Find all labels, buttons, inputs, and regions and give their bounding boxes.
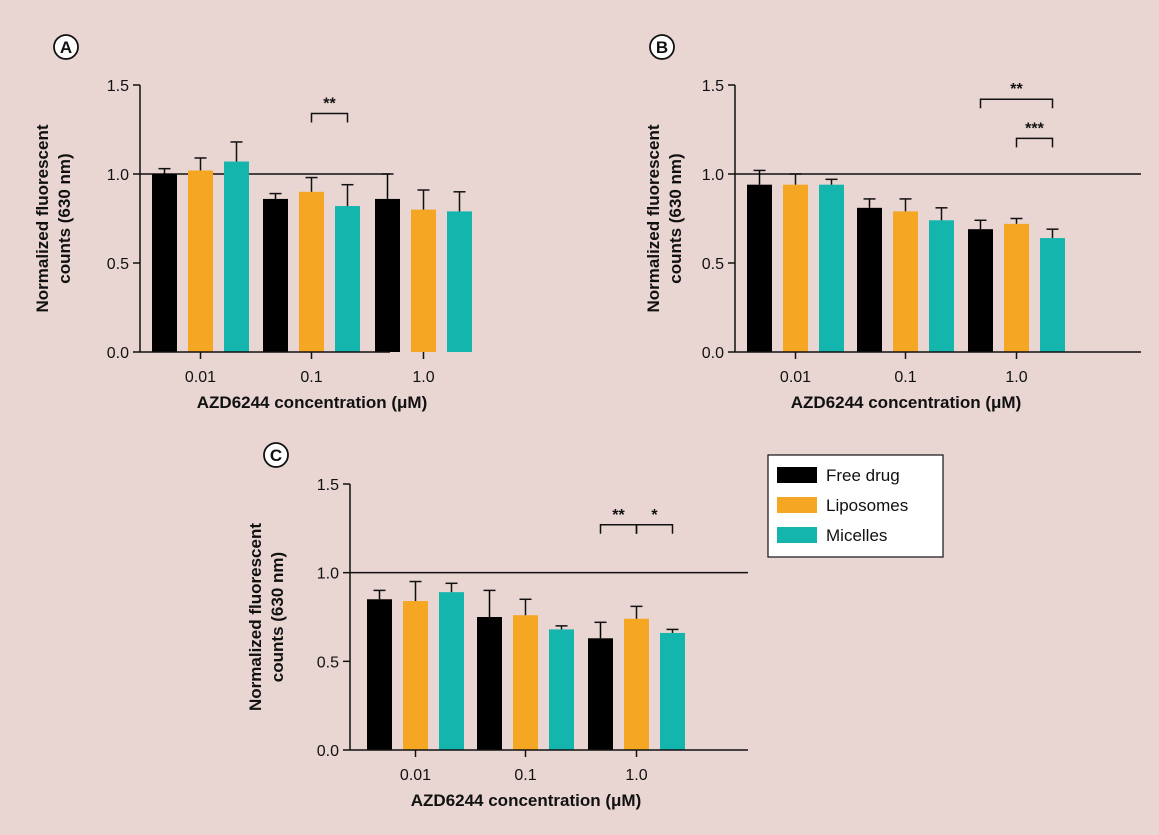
panel-badge-circle — [53, 34, 79, 60]
bar-micelles-0 — [439, 592, 464, 750]
y-tick-label: 1.5 — [317, 477, 339, 494]
bar-free-drug-0 — [367, 599, 392, 750]
x-axis-label: AZD6244 concentration (μM) — [197, 393, 428, 412]
panel-a: A 0.0 0.5 1.0 1.5 0.01 0.1 1.0 AZD6244 concentra… — [33, 34, 472, 412]
bar-micelles-0 — [819, 184, 844, 352]
y-axis-label: counts (630 nm) — [268, 552, 287, 682]
significance-bracket — [979, 98, 1054, 109]
x-tick-label: 0.1 — [894, 369, 916, 386]
bar-liposomes-0 — [403, 601, 428, 750]
y-tick-label: 1.0 — [317, 566, 339, 583]
bar-liposomes-2 — [1004, 223, 1029, 352]
legend-label: Liposomes — [826, 496, 908, 515]
y-axis-label: Normalized fluorescent — [246, 523, 265, 711]
y-tick-label: 1.5 — [702, 78, 724, 95]
y-tick-label: 0.0 — [317, 743, 339, 760]
panel-badge-circle — [649, 34, 675, 60]
legend-label: Free drug — [826, 466, 900, 485]
y-axis-label: counts (630 nm) — [55, 153, 74, 283]
bar-liposomes-0 — [188, 170, 213, 352]
bar-liposomes-1 — [513, 615, 538, 750]
x-tick-label: 0.01 — [400, 767, 431, 784]
x-tick-label: 0.1 — [514, 767, 536, 784]
significance-bracket — [635, 524, 674, 534]
significance-bracket — [310, 112, 349, 123]
y-tick-label: 1.0 — [107, 167, 129, 184]
y-axis-label: counts (630 nm) — [666, 153, 685, 283]
bar-micelles-2 — [447, 211, 472, 352]
y-axis-label: Normalized fluorescent — [644, 124, 663, 312]
bar-free-drug-2 — [968, 229, 993, 352]
bar-liposomes-0 — [783, 184, 808, 352]
x-axis-label: AZD6244 concentration (μM) — [791, 393, 1022, 412]
significance-label: *** — [1025, 120, 1044, 137]
x-tick-label: 0.01 — [185, 369, 216, 386]
legend-swatch — [777, 497, 817, 513]
bar-free-drug-1 — [263, 198, 288, 352]
bar-micelles-2 — [660, 632, 685, 750]
x-axis-label: AZD6244 concentration (μM) — [411, 791, 642, 810]
significance-bracket — [1015, 137, 1054, 148]
y-axis-label: Normalized fluorescent — [33, 124, 52, 312]
bar-liposomes-1 — [893, 211, 918, 352]
panel-badge-label: C — [270, 446, 282, 465]
y-tick-label: 0.5 — [317, 654, 339, 671]
bar-liposomes-2 — [624, 618, 649, 750]
x-tick-label: 0.1 — [300, 369, 322, 386]
panel-badge-label: A — [60, 38, 72, 57]
x-tick-label: 1.0 — [1005, 369, 1027, 386]
panel-badge-label: B — [656, 38, 668, 57]
x-tick-label: 0.01 — [780, 369, 811, 386]
bar-micelles-2 — [1040, 238, 1065, 352]
significance-bracket — [599, 524, 638, 534]
panel-badge-circle — [263, 442, 289, 468]
bar-free-drug-0 — [747, 184, 772, 352]
bar-free-drug-0 — [152, 174, 177, 352]
y-tick-label: 1.0 — [702, 167, 724, 184]
legend-swatch — [777, 527, 817, 543]
legend-label: Micelles — [826, 526, 887, 545]
bar-micelles-1 — [929, 220, 954, 352]
bar-micelles-1 — [549, 629, 574, 750]
y-tick-label: 1.5 — [107, 78, 129, 95]
y-tick-label: 0.5 — [107, 256, 129, 273]
y-tick-label: 0.0 — [702, 345, 724, 362]
bar-free-drug-2 — [588, 638, 613, 750]
legend: Free drug Liposomes Micelles — [767, 454, 944, 558]
bar-free-drug-1 — [857, 207, 882, 352]
bar-liposomes-2 — [411, 209, 436, 352]
significance-label: ** — [1010, 81, 1023, 98]
significance-label: ** — [323, 95, 336, 112]
bar-free-drug-1 — [477, 617, 502, 750]
bar-micelles-1 — [335, 206, 360, 352]
bar-micelles-0 — [224, 161, 249, 352]
y-tick-label: 0.0 — [107, 345, 129, 362]
panel-b: B 0.0 0.5 1.0 1.5 0.01 0.1 1.0 AZD6244 concentra… — [644, 34, 1141, 412]
y-tick-label: 0.5 — [702, 256, 724, 273]
bar-liposomes-1 — [299, 191, 324, 352]
x-tick-label: 1.0 — [625, 767, 647, 784]
significance-label: * — [651, 507, 658, 524]
legend-swatch — [777, 467, 817, 483]
panel-c: C 0.0 0.5 1.0 1.5 0.01 0.1 1.0 AZD6244 concentra… — [246, 442, 748, 810]
x-tick-label: 1.0 — [412, 369, 434, 386]
bar-free-drug-2 — [375, 198, 400, 352]
significance-label: ** — [612, 507, 625, 524]
